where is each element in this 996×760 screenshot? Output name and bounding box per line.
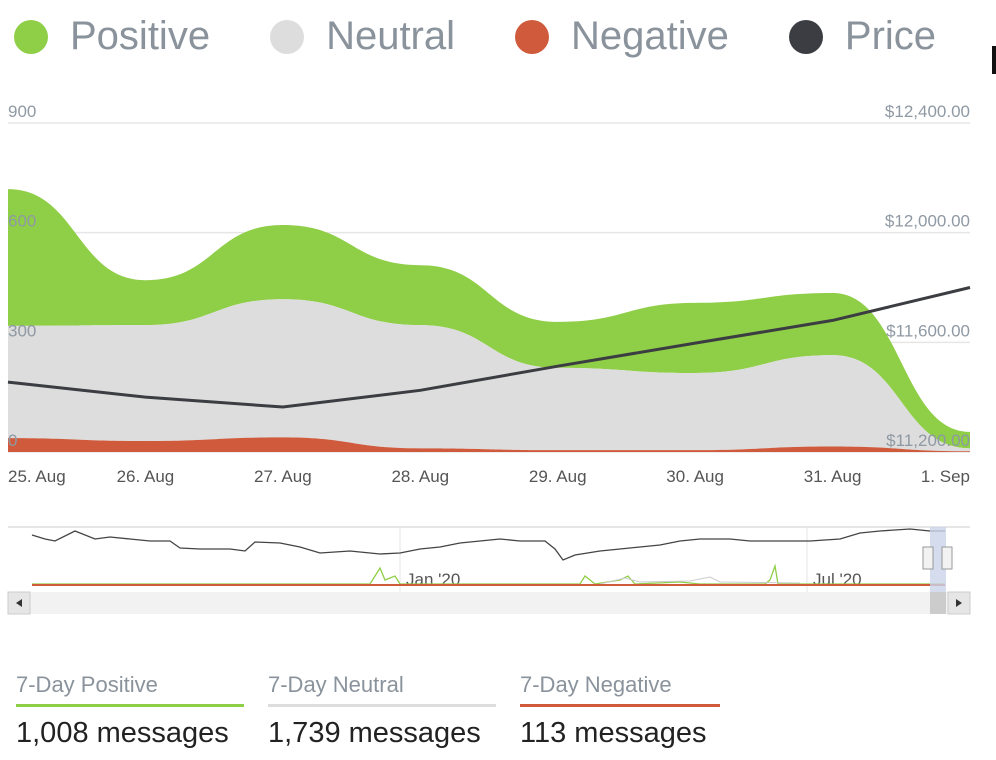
scrollbar-thumb[interactable] [930,592,946,614]
navigator[interactable]: Jan '20 Jul '20 [7,526,971,615]
y-left-tick: 600 [8,212,36,231]
legend-item-neutral[interactable]: Neutral [270,14,455,59]
legend-label: Negative [571,14,729,58]
stat-value: 1,739 messages [268,717,481,749]
price-dot-icon [788,19,823,54]
y-left-tick: 300 [8,321,36,340]
area-negative [8,437,970,452]
navigator-handle-left[interactable] [922,546,934,570]
positive-dot-icon [14,19,48,54]
legend-item-positive[interactable]: Positive [14,14,210,59]
stat-positive: 7-Day Positive 1,008 messages [16,672,244,750]
x-tick: 30. Aug [666,467,724,486]
x-tick: 28. Aug [391,467,449,486]
stat-title: 7-Day Neutral [268,672,496,707]
navigator-positive-line [32,563,945,585]
legend-label: Neutral [326,14,456,58]
stat-negative: 7-Day Negative 113 messages [520,672,720,750]
stat-value: 113 messages [520,717,707,749]
sentiment-chart: 0 $11,200.00 300 $11,600.00 600 $12,000.00 900… [7,102,971,615]
x-tick: 25. Aug [8,467,66,486]
navigator-handle-right[interactable] [941,546,953,570]
x-tick: 29. Aug [529,467,587,486]
y-right-tick: $11,200.00 [886,431,970,450]
y-right-tick: $12,000.00 [885,212,970,231]
navigator-label: Jul '20 [813,570,862,589]
y-left-tick: 0 [8,431,17,450]
stat-neutral: 7-Day Neutral 1,739 messages [268,672,496,750]
x-tick: 26. Aug [117,467,175,486]
area-neutral [8,299,970,452]
x-tick: 27. Aug [254,467,312,486]
neutral-dot-icon [270,19,305,54]
scrollbar-track[interactable] [8,592,970,614]
text-cursor [992,46,996,74]
price-line [7,286,971,409]
navigator-price-line [31,528,945,561]
arrow-left-icon [16,599,22,607]
stat-title: 7-Day Negative [520,672,720,707]
stat-title: 7-Day Positive [16,672,244,707]
stat-value: 1,008 messages [16,717,229,749]
x-tick: 31. Aug [804,467,862,486]
navigator-selection[interactable] [930,527,946,592]
x-tick: 1. Sep [921,467,970,486]
stats-row: 7-Day Positive 1,008 messages 7-Day Neutr… [16,672,744,750]
y-right-tick: $11,600.00 [886,321,970,340]
negative-dot-icon [515,19,550,54]
legend-item-negative[interactable]: Negative [515,14,729,59]
y-right-tick: $12,400.00 [885,102,970,121]
legend-item-price[interactable]: Price [788,14,937,59]
navigator-label: Jan '20 [406,570,460,589]
legend-label: Price [844,14,937,58]
legend: Positive Neutral Negative Price [14,14,996,59]
legend-label: Positive [70,14,211,58]
area-positive [8,189,970,449]
navigator-neutral-line [599,576,801,585]
y-left-tick: 900 [8,102,36,121]
arrow-right-icon [956,599,962,607]
